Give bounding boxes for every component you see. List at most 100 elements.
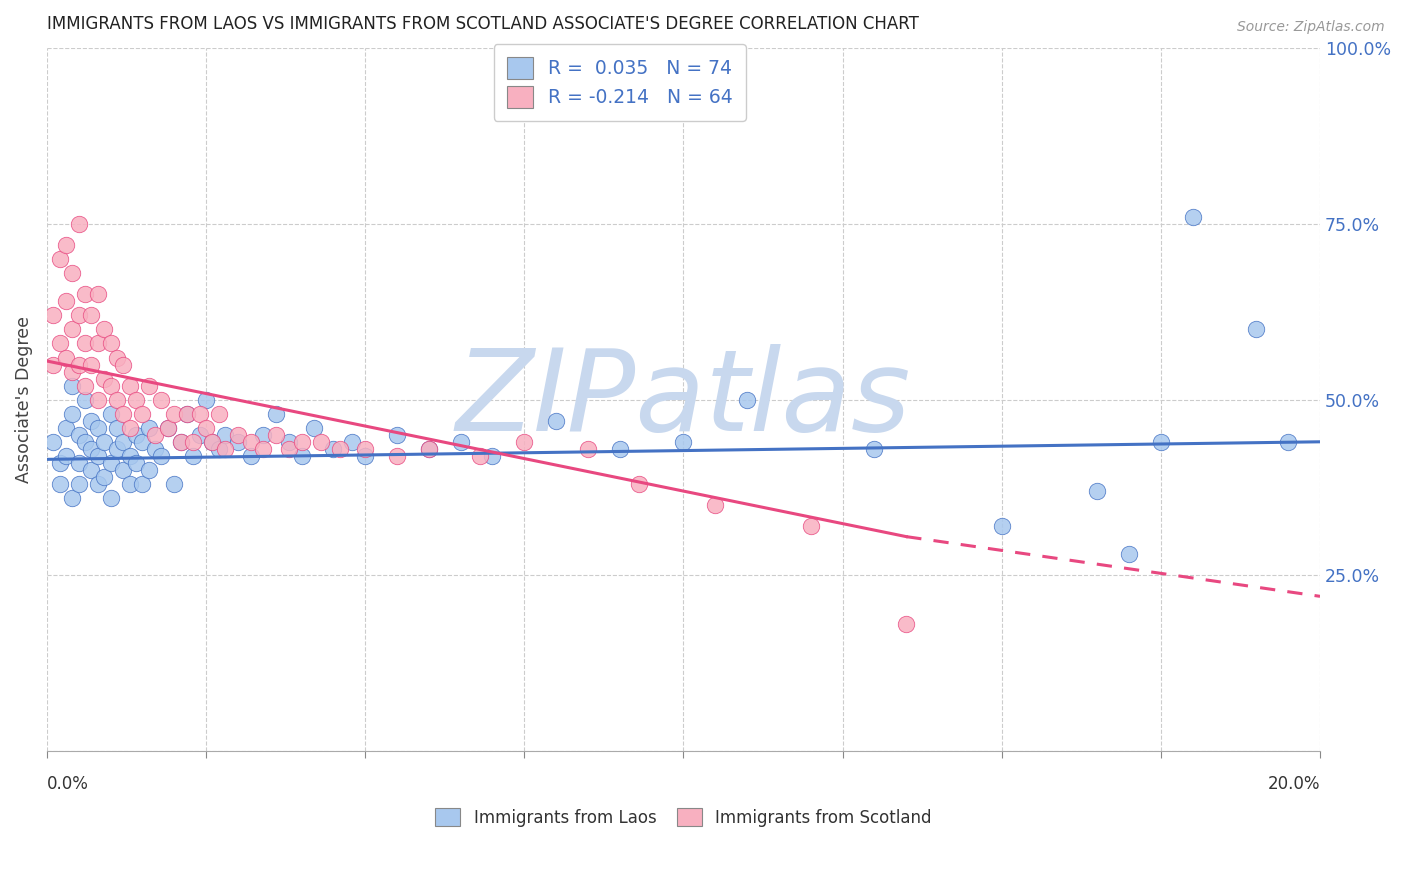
Point <box>896 617 918 632</box>
Point <box>1277 434 1299 449</box>
Point <box>80 463 103 477</box>
Point <box>48 477 70 491</box>
Point <box>48 252 70 267</box>
Point <box>125 456 148 470</box>
Point <box>195 392 218 407</box>
Point <box>112 434 135 449</box>
Point <box>118 449 141 463</box>
Point <box>290 434 312 449</box>
Point <box>131 407 153 421</box>
Point <box>304 421 326 435</box>
Point <box>75 392 97 407</box>
Point <box>112 407 135 421</box>
Point <box>252 427 274 442</box>
Point <box>60 322 83 336</box>
Point <box>342 434 364 449</box>
Point <box>55 294 77 309</box>
Point <box>277 442 299 456</box>
Point <box>800 519 823 533</box>
Point <box>156 421 179 435</box>
Point <box>105 442 128 456</box>
Point <box>990 519 1012 533</box>
Point <box>163 477 186 491</box>
Text: 20.0%: 20.0% <box>1268 775 1320 794</box>
Point <box>100 407 122 421</box>
Point <box>329 442 352 456</box>
Point <box>226 434 249 449</box>
Text: IMMIGRANTS FROM LAOS VS IMMIGRANTS FROM SCOTLAND ASSOCIATE'S DEGREE CORRELATION : IMMIGRANTS FROM LAOS VS IMMIGRANTS FROM … <box>46 15 918 33</box>
Point <box>1150 434 1173 449</box>
Point <box>93 470 115 484</box>
Point <box>48 336 70 351</box>
Point <box>176 407 198 421</box>
Point <box>138 421 160 435</box>
Point <box>87 449 110 463</box>
Point <box>75 287 97 301</box>
Point <box>290 449 312 463</box>
Point <box>105 351 128 365</box>
Point <box>208 442 231 456</box>
Point <box>163 407 186 421</box>
Point <box>863 442 886 456</box>
Point <box>214 427 236 442</box>
Point <box>67 456 90 470</box>
Point <box>60 365 83 379</box>
Point <box>48 456 70 470</box>
Point <box>80 309 103 323</box>
Point <box>150 392 173 407</box>
Point <box>60 378 83 392</box>
Point <box>105 421 128 435</box>
Point <box>143 427 166 442</box>
Point <box>67 477 90 491</box>
Text: ZIPatlas: ZIPatlas <box>456 344 911 455</box>
Point <box>93 322 115 336</box>
Text: 0.0%: 0.0% <box>46 775 89 794</box>
Point <box>55 421 77 435</box>
Point <box>195 421 218 435</box>
Point <box>80 442 103 456</box>
Point <box>1118 547 1140 561</box>
Point <box>609 442 631 456</box>
Point <box>87 287 110 301</box>
Point <box>138 463 160 477</box>
Point <box>60 491 83 505</box>
Point <box>309 434 332 449</box>
Point <box>55 449 77 463</box>
Point <box>87 336 110 351</box>
Point <box>1085 483 1108 498</box>
Point <box>277 434 299 449</box>
Point <box>67 309 90 323</box>
Point <box>67 217 90 231</box>
Point <box>1181 210 1204 224</box>
Point <box>481 449 503 463</box>
Point <box>672 434 695 449</box>
Point <box>125 392 148 407</box>
Point <box>93 371 115 385</box>
Legend: Immigrants from Laos, Immigrants from Scotland: Immigrants from Laos, Immigrants from Sc… <box>429 801 938 833</box>
Point <box>239 434 262 449</box>
Point <box>322 442 344 456</box>
Point <box>385 427 408 442</box>
Point <box>55 351 77 365</box>
Point <box>201 434 224 449</box>
Point <box>138 378 160 392</box>
Point <box>100 456 122 470</box>
Point <box>214 442 236 456</box>
Point <box>75 336 97 351</box>
Point <box>264 427 287 442</box>
Point <box>93 434 115 449</box>
Point <box>188 427 211 442</box>
Point <box>87 477 110 491</box>
Point <box>87 392 110 407</box>
Text: Source: ZipAtlas.com: Source: ZipAtlas.com <box>1237 20 1385 34</box>
Point <box>131 477 153 491</box>
Point <box>150 449 173 463</box>
Point <box>252 442 274 456</box>
Y-axis label: Associate's Degree: Associate's Degree <box>15 316 32 483</box>
Point <box>576 442 599 456</box>
Point <box>450 434 472 449</box>
Point <box>60 266 83 280</box>
Point <box>181 449 204 463</box>
Point <box>100 336 122 351</box>
Point <box>75 378 97 392</box>
